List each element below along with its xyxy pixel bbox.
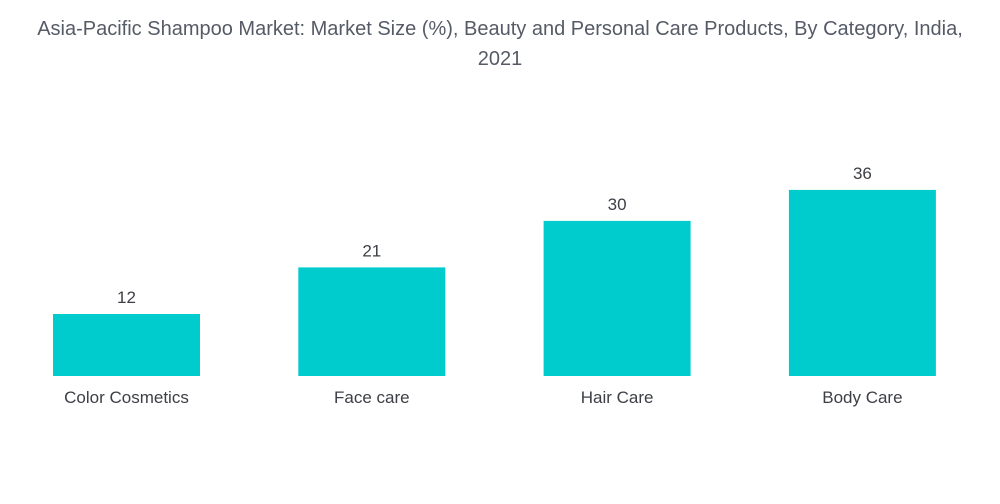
x-tick-label-color-cosmetics: Color Cosmetics (64, 388, 189, 407)
x-tick-label-face-care: Face care (334, 388, 410, 407)
x-tick-label-body-care: Body Care (822, 388, 902, 407)
data-label-face-care: 21 (362, 241, 381, 260)
bar-hair-care (543, 220, 691, 376)
data-label-hair-care: 30 (608, 195, 627, 214)
x-tick-label-hair-care: Hair Care (581, 388, 654, 407)
bar-face-care (298, 267, 446, 376)
data-label-body-care: 36 (853, 164, 872, 183)
data-label-color-cosmetics: 12 (117, 288, 136, 307)
bar-body-care (788, 189, 936, 376)
chart-title: Asia-Pacific Shampoo Market: Market Size… (37, 18, 963, 70)
bar-color-cosmetics (53, 314, 200, 376)
